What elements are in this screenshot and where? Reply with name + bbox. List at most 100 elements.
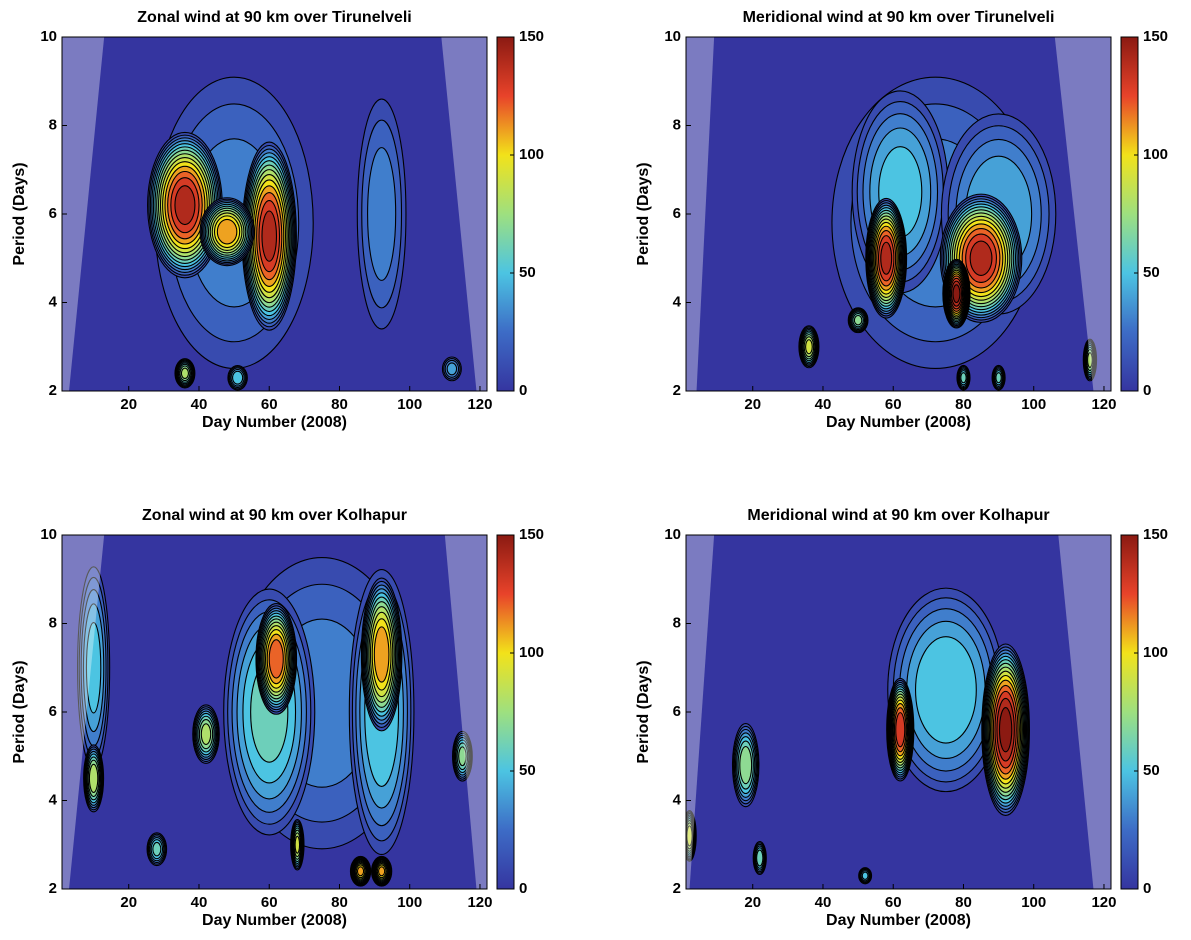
x-tick-label: 60 [261, 396, 278, 413]
contour-level [686, 825, 693, 847]
cone-of-influence [686, 535, 715, 889]
y-tick-label: 6 [673, 205, 681, 222]
plot-area [62, 535, 487, 889]
colorbar-tick-label: 150 [519, 526, 544, 543]
colorbar-tick-label: 50 [519, 762, 536, 779]
y-tick-label: 2 [673, 880, 681, 897]
x-tick-label: 60 [885, 894, 902, 911]
contour-level [853, 314, 863, 326]
x-axis-label: Day Number (2008) [826, 414, 971, 431]
contour-level [216, 218, 238, 245]
cone-of-influence [62, 37, 105, 391]
y-tick-label: 6 [49, 703, 57, 720]
contour-level [739, 745, 753, 785]
y-axis-label: Period (Days) [11, 162, 28, 265]
x-tick-label: 40 [815, 396, 832, 413]
x-tick-label: 60 [261, 894, 278, 911]
contour-level [995, 372, 1002, 384]
contour-level [1087, 352, 1093, 368]
colorbar-tick-label: 100 [1143, 146, 1168, 163]
panel: Meridional wind at 90 km over Tirunelvel… [635, 9, 1168, 431]
contour-level [378, 866, 386, 877]
contour-level [998, 707, 1013, 753]
x-tick-label: 20 [120, 396, 137, 413]
y-tick-label: 2 [49, 880, 57, 897]
contour-level [85, 622, 102, 714]
colorbar-tick-label: 0 [519, 880, 527, 897]
cone-of-influence [1054, 37, 1111, 391]
x-tick-label: 80 [331, 894, 348, 911]
y-tick-label: 6 [49, 205, 57, 222]
x-axis-label: Day Number (2008) [202, 414, 347, 431]
x-tick-label: 120 [467, 396, 492, 413]
panel-title: Meridional wind at 90 km over Tirunelvel… [743, 9, 1055, 26]
y-tick-label: 6 [673, 703, 681, 720]
colorbar [1120, 534, 1139, 890]
colorbar-tick-label: 0 [519, 382, 527, 399]
contour-level [294, 835, 301, 854]
y-tick-label: 10 [664, 28, 681, 45]
plot-area [686, 535, 1111, 889]
y-tick-label: 4 [49, 293, 58, 310]
panel-title: Zonal wind at 90 km over Tirunelveli [137, 9, 411, 26]
colorbar-tick-label: 50 [1143, 762, 1160, 779]
contour-level [261, 210, 278, 262]
x-tick-label: 60 [885, 396, 902, 413]
contour-level [861, 871, 869, 880]
x-axis-label: Day Number (2008) [826, 912, 971, 929]
x-tick-label: 80 [331, 396, 348, 413]
x-tick-label: 100 [1021, 396, 1046, 413]
contour-level [914, 636, 977, 744]
cone-of-influence [441, 37, 487, 391]
colorbar-tick-label: 50 [519, 264, 536, 281]
colorbar [496, 534, 515, 890]
contour-level [458, 746, 467, 767]
plot-area [686, 37, 1111, 391]
contour-level [356, 866, 365, 877]
contour-level [180, 367, 189, 380]
contour-level [805, 339, 813, 355]
y-tick-label: 8 [673, 116, 681, 133]
x-tick-label: 120 [467, 894, 492, 911]
colorbar-tick-label: 100 [1143, 644, 1168, 661]
y-tick-label: 8 [49, 116, 57, 133]
y-axis-label: Period (Days) [635, 162, 652, 265]
x-tick-label: 80 [955, 894, 972, 911]
contour-level [268, 639, 284, 679]
contour-level [446, 362, 458, 376]
y-tick-label: 10 [664, 526, 681, 543]
x-axis-label: Day Number (2008) [202, 912, 347, 929]
contour-level [969, 240, 993, 276]
x-tick-label: 20 [120, 894, 137, 911]
y-tick-label: 2 [49, 382, 57, 399]
contour-level [880, 241, 893, 275]
x-tick-label: 40 [191, 894, 208, 911]
colorbar-tick-label: 0 [1143, 382, 1151, 399]
x-tick-label: 20 [744, 894, 761, 911]
colorbar-tick-label: 0 [1143, 880, 1151, 897]
x-tick-label: 20 [744, 396, 761, 413]
colorbar-tick-label: 150 [1143, 526, 1168, 543]
contour-level [88, 763, 99, 793]
x-tick-label: 40 [191, 396, 208, 413]
panel: Zonal wind at 90 km over Kolhapur Day Num… [11, 507, 544, 929]
panel: Zonal wind at 90 km over Tirunelveli Day … [11, 9, 544, 431]
x-tick-label: 120 [1091, 396, 1116, 413]
x-tick-label: 100 [397, 396, 422, 413]
colorbar-tick-label: 150 [1143, 28, 1168, 45]
contour-level [232, 370, 244, 385]
cone-of-influence [62, 535, 105, 889]
colorbar [1120, 36, 1139, 392]
contour-level [367, 147, 397, 281]
colorbar-tick-label: 100 [519, 146, 544, 163]
cone-of-influence [444, 535, 487, 889]
y-tick-label: 4 [673, 293, 682, 310]
y-tick-label: 8 [673, 614, 681, 631]
x-tick-label: 120 [1091, 894, 1116, 911]
panel-title: Meridional wind at 90 km over Kolhapur [747, 507, 1049, 524]
x-tick-label: 100 [1021, 894, 1046, 911]
contour-level [152, 841, 162, 857]
contour-level [174, 185, 196, 226]
contour-level [895, 712, 906, 748]
